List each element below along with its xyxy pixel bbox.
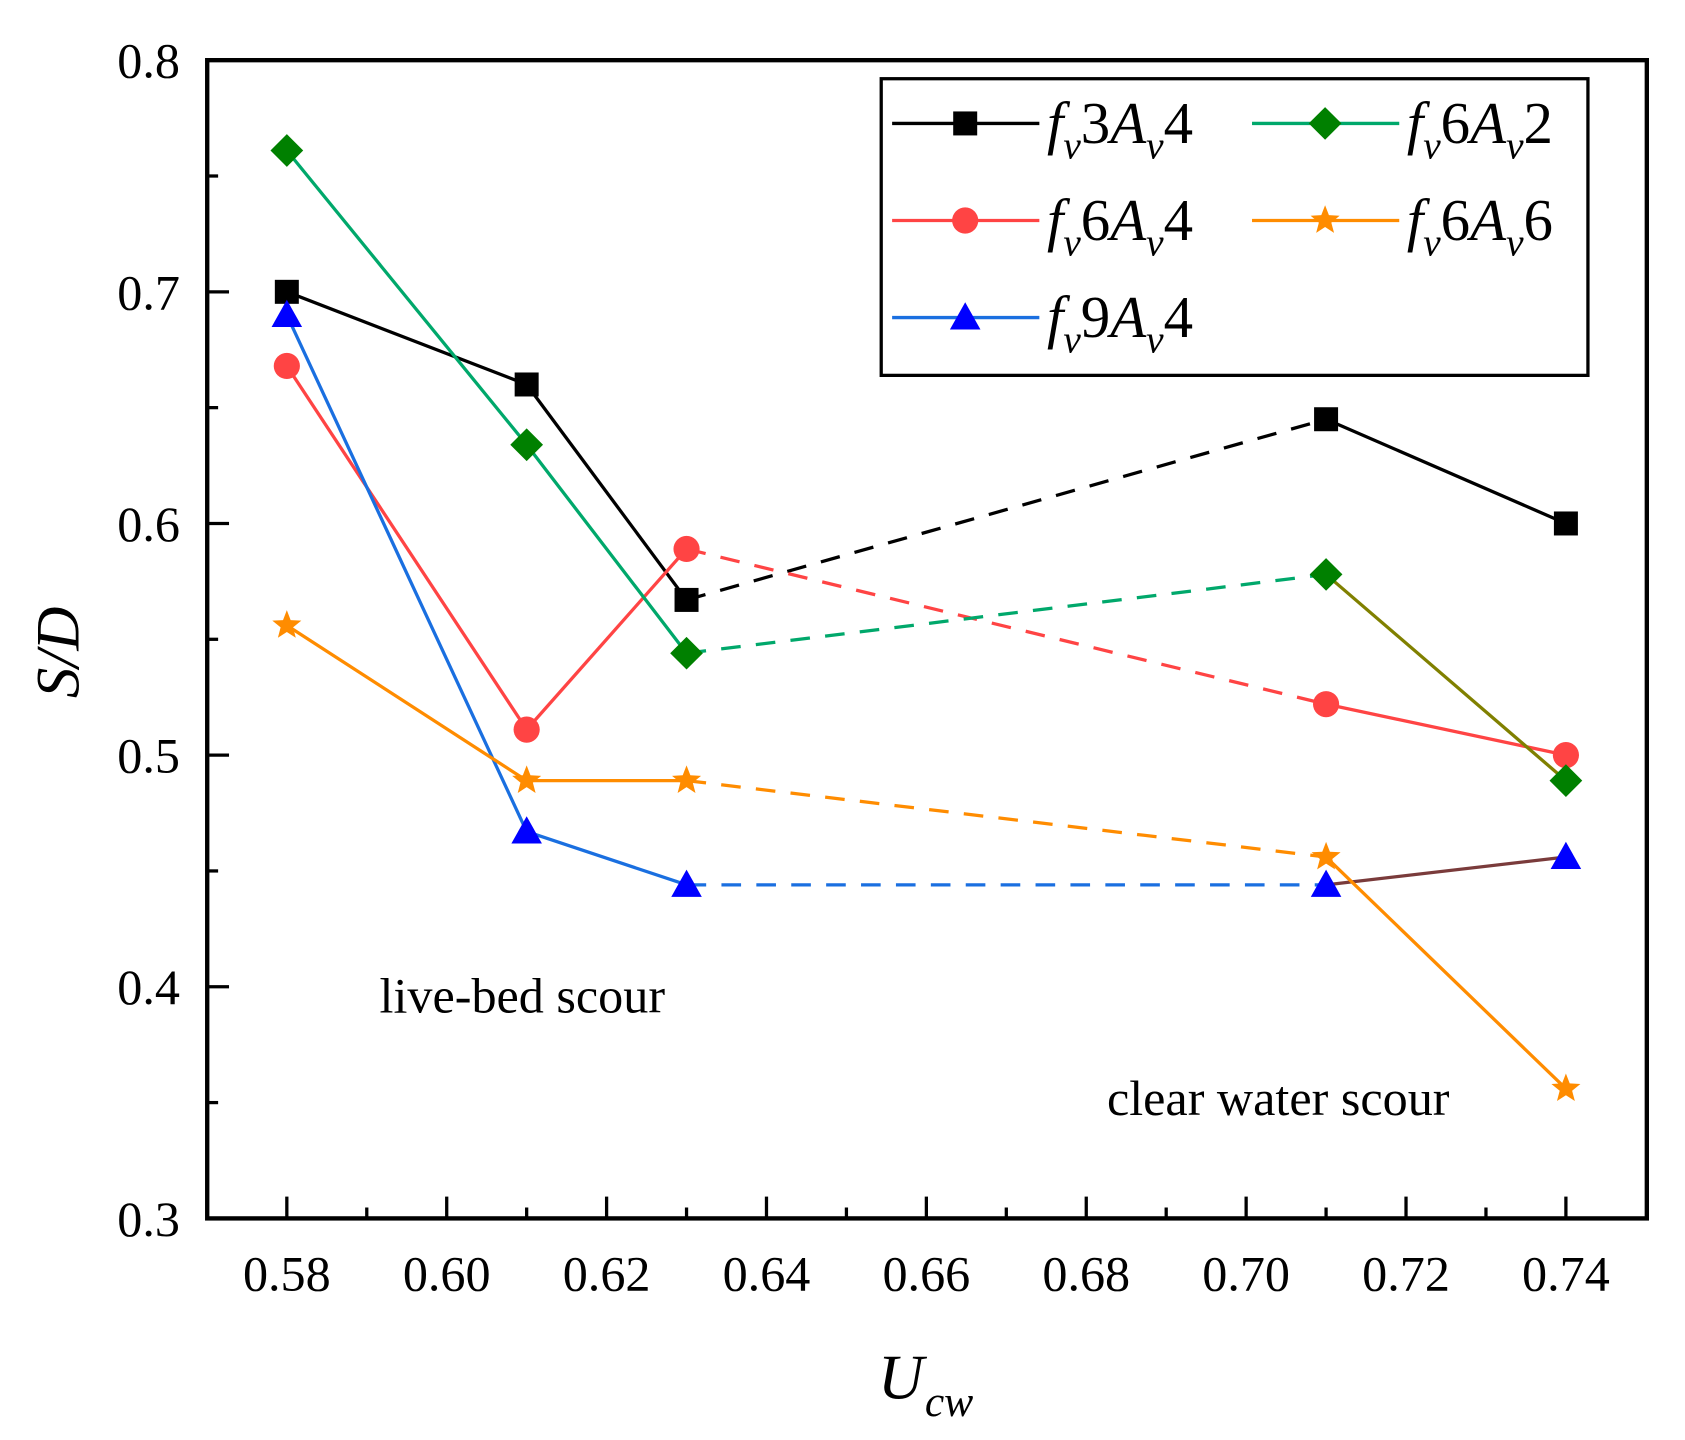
series-segment (1324, 855, 1568, 1090)
legend-item: fv6Av4 (892, 188, 1193, 264)
marker-diamond (670, 636, 703, 670)
x-tick-label: 0.68 (1042, 1245, 1130, 1301)
series-segment (526, 830, 688, 887)
legend-label: fv6Av4 (1047, 188, 1193, 264)
series-f_v9A_v4 (271, 299, 1582, 897)
series-segment (686, 547, 1327, 706)
legend-label: fv3Av4 (1047, 91, 1193, 167)
marker-circle (273, 352, 300, 380)
series-segment (285, 365, 529, 731)
annotation-live-bed: live-bed scour (380, 967, 666, 1023)
x-tick-label: 0.70 (1202, 1245, 1290, 1301)
y-axis-label: S/D (26, 607, 93, 699)
series-segment (525, 443, 688, 655)
series-segment (525, 383, 688, 601)
series-segment (686, 778, 1327, 859)
svg-text:S/D: S/D (26, 607, 93, 699)
legend-item: fv6Av2 (1252, 91, 1553, 167)
marker-star (1310, 205, 1340, 233)
marker-triangle (1550, 841, 1582, 870)
marker-star (1311, 841, 1341, 870)
marker-diamond (1309, 558, 1343, 591)
x-axis-label: U cw (878, 1342, 973, 1425)
marker-square (274, 279, 299, 304)
legend-item: fv6Av6 (1252, 188, 1553, 264)
y-tick-label: 0.5 (117, 728, 180, 784)
legend-box (879, 77, 1590, 378)
y-tick-label: 0.7 (117, 264, 180, 320)
marker-star (672, 765, 702, 793)
y-tick-label: 0.4 (117, 959, 180, 1015)
marker-circle (1312, 691, 1340, 718)
marker-triangle (271, 299, 303, 327)
y-tick-label: 0.3 (117, 1191, 180, 1247)
marker-diamond (270, 134, 304, 167)
marker-circle (513, 716, 540, 743)
series-segment (285, 624, 528, 782)
series-segment (1325, 573, 1567, 782)
series-f_v6A_v4 (273, 352, 1579, 769)
svg-text:U: U (878, 1342, 928, 1412)
marker-triangle (511, 816, 542, 844)
series-segment (1325, 417, 1567, 525)
marker-square (1314, 407, 1339, 432)
marker-square (674, 587, 699, 612)
x-tick-label: 0.74 (1522, 1245, 1610, 1301)
marker-square (1553, 511, 1578, 536)
legend-item: fv3Av4 (892, 91, 1193, 167)
y-tick-label: 0.8 (117, 33, 180, 89)
marker-circle (952, 207, 979, 234)
svg-text:cw: cw (925, 1378, 973, 1426)
series-f_v6A_v6 (272, 610, 1581, 1102)
marker-circle (1552, 742, 1579, 769)
x-tick-label: 0.72 (1362, 1245, 1450, 1301)
series-f_v3A_v4 (274, 279, 1578, 612)
series-f_v6A_v2 (270, 134, 1583, 797)
x-tick-label: 0.66 (882, 1245, 970, 1301)
x-tick-label: 0.58 (243, 1245, 331, 1301)
marker-diamond (1308, 107, 1342, 140)
series-segment (525, 547, 688, 731)
marker-square (953, 111, 978, 136)
legend-label: fv6Av2 (1407, 91, 1553, 167)
marker-star (272, 610, 302, 638)
marker-diamond (1549, 764, 1583, 797)
series-segment (686, 572, 1327, 655)
y-tick-label: 0.6 (117, 496, 180, 552)
series-segment (285, 149, 528, 446)
series-segment (1325, 702, 1567, 757)
x-tick-label: 0.62 (563, 1245, 651, 1301)
marker-diamond (510, 428, 544, 462)
marker-triangle (1310, 869, 1342, 897)
marker-star (1551, 1073, 1581, 1102)
series-segment (286, 290, 528, 387)
legend-label: fv9Av4 (1047, 285, 1193, 361)
marker-circle (673, 535, 700, 563)
series-segment (1325, 855, 1567, 887)
legend-label: fv6Av6 (1407, 188, 1553, 264)
marker-square (514, 372, 539, 397)
x-tick-label: 0.60 (403, 1245, 491, 1301)
x-tick-label: 0.64 (723, 1245, 811, 1301)
marker-triangle (671, 869, 702, 897)
legend-item: fv9Av4 (892, 285, 1193, 361)
series-segment (686, 417, 1327, 602)
marker-star (512, 765, 542, 793)
annotation-clear-water: clear water scour (1107, 1070, 1450, 1126)
series-segment (285, 314, 529, 833)
marker-triangle (949, 302, 981, 330)
